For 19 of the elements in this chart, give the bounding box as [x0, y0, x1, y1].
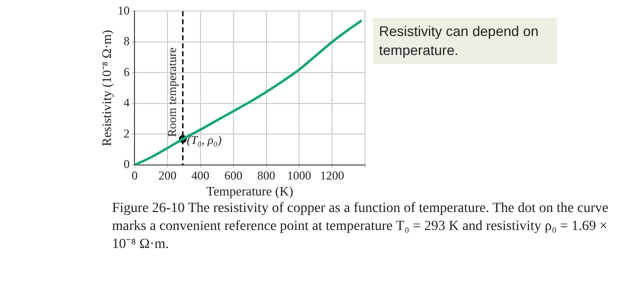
caption: Figure 26-10 The resistivity of copper as a function of temperature. The dot on the curve marks a convenient reference point at temperature T₀ = 293 K and resistivity ρ₀ = 1.69 × 10⁻⁸ Ω·m.: [112, 200, 610, 254]
x-tick-label: 400: [191, 168, 210, 182]
x-tick-label: 800: [257, 168, 276, 182]
y-tick-label: 4: [124, 96, 130, 110]
y-axis-title: Resistivity (10⁻⁸ Ω·m): [99, 30, 114, 146]
x-axis-title: Temperature (K): [206, 184, 294, 199]
x-tick-label: 1200: [320, 168, 344, 182]
y-tick-label: 0: [124, 157, 130, 172]
y-tick-label: 2: [124, 126, 130, 140]
text: Resistivity can depend on temperature.: [373, 18, 557, 64]
y-tick-label: 10: [118, 3, 130, 18]
x-tick-label: 200: [158, 168, 177, 182]
y-tick-label: 8: [124, 34, 130, 48]
line-series: [134, 19, 363, 165]
annotation: (T₀, ρ₀): [186, 133, 222, 148]
ref-line-label: Room temperature: [164, 47, 179, 137]
x-tick-label: 1000: [287, 168, 312, 182]
x-tick-label: 600: [224, 168, 242, 182]
y-tick-label: 6: [124, 64, 130, 79]
